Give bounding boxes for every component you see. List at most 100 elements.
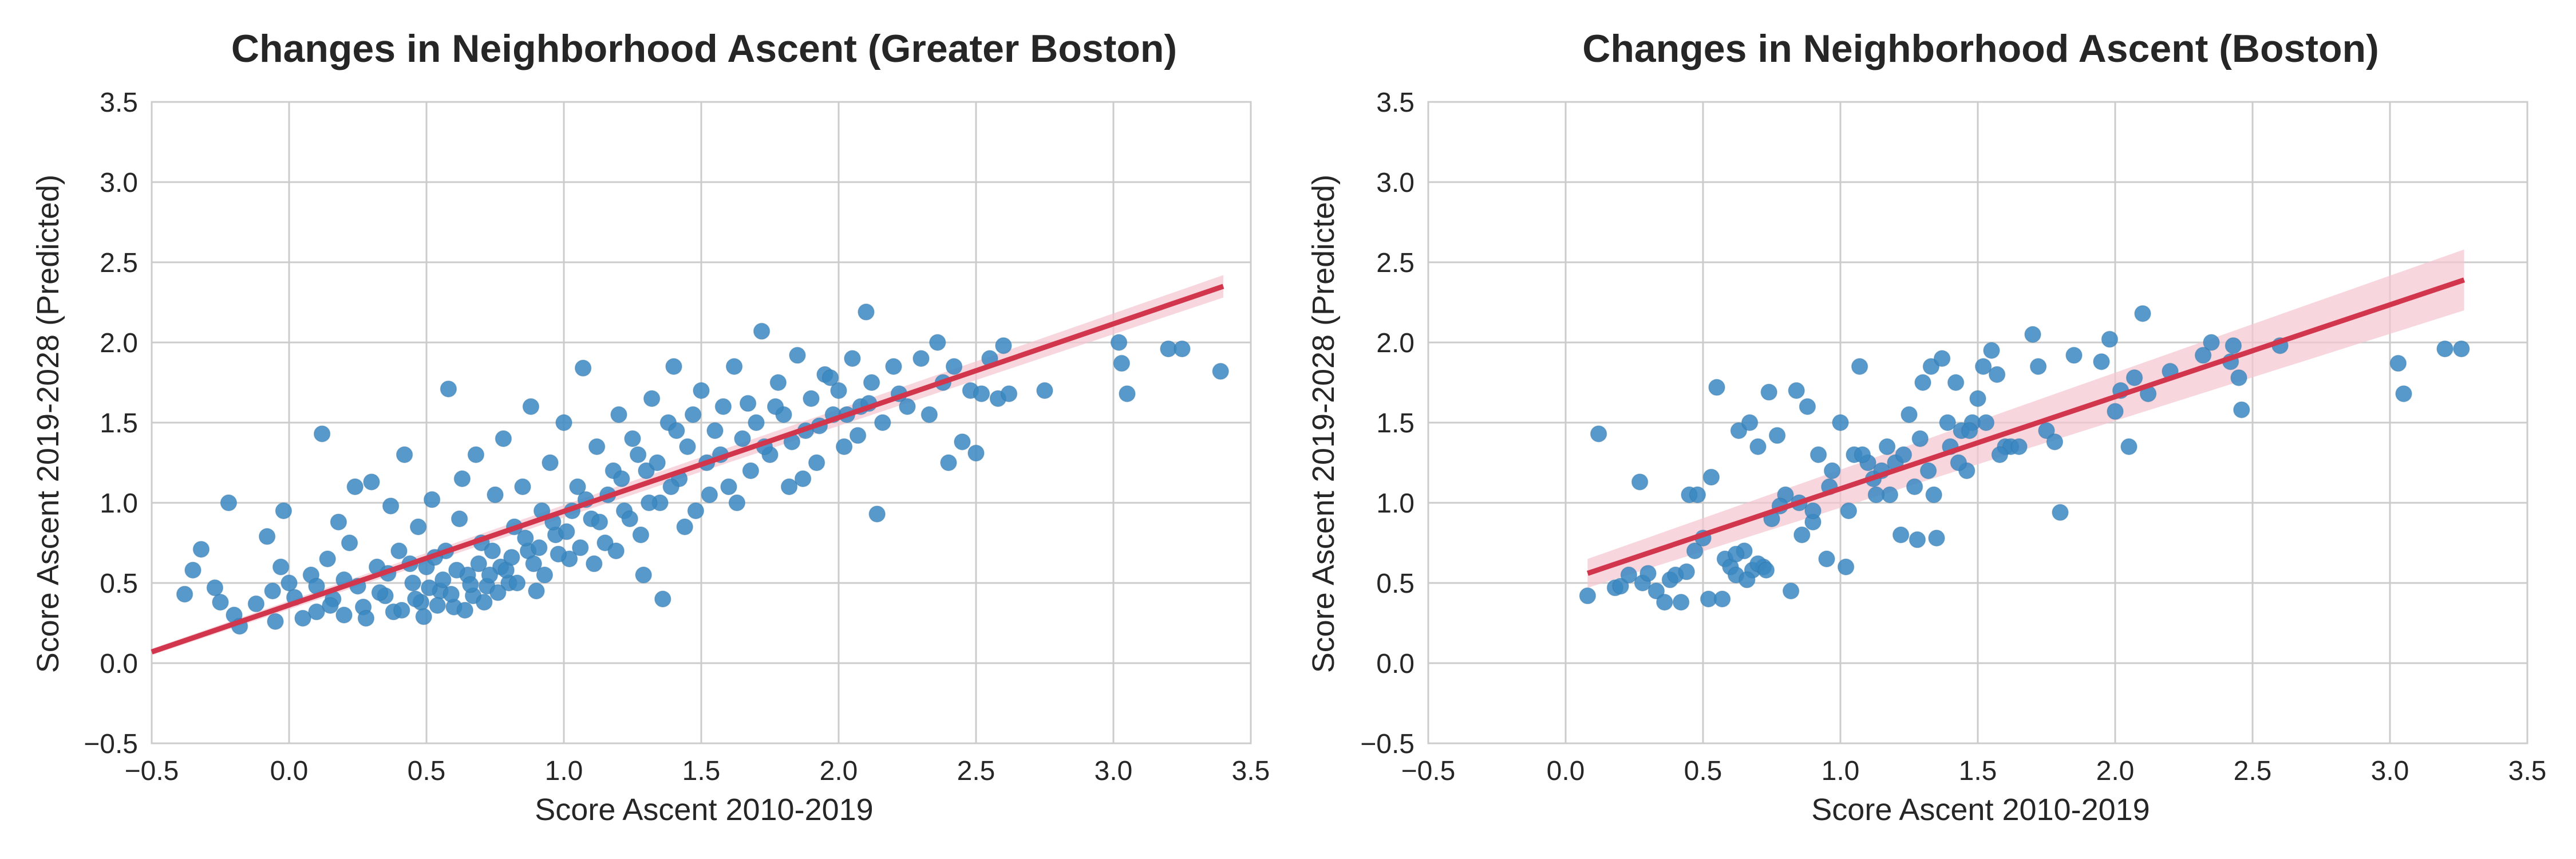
scatter-point <box>1678 563 1695 581</box>
scatter-point <box>569 478 586 495</box>
scatter-point <box>258 528 276 545</box>
scatter-point <box>1818 550 1835 568</box>
regression-fit-line <box>1586 277 2466 576</box>
scatter-point <box>1590 425 1607 443</box>
scatter-point <box>330 513 347 531</box>
scatter-point <box>1961 422 1978 439</box>
scatter-point <box>1837 558 1855 576</box>
scatter-point <box>780 478 798 495</box>
scatter-point <box>453 470 471 487</box>
scatter-point <box>2203 334 2220 351</box>
scatter-point <box>1119 385 1136 403</box>
scatter-point <box>1983 342 2000 359</box>
x-tick-label: 1.5 <box>682 756 721 786</box>
scatter-point <box>357 609 375 627</box>
scatter-point <box>662 478 679 495</box>
scatter-point <box>643 390 661 407</box>
scatter-point <box>558 523 575 541</box>
scatter-point <box>995 337 1012 354</box>
tick-labels: −0.5 0.0 0.5 1.0 1.5 2.0 2.5 3.0 3.5 −0.5 0.0 0.5 1.… <box>1360 88 2546 786</box>
scatter-point <box>1631 473 1649 491</box>
scatter-point <box>1804 502 1822 519</box>
scatter-point <box>2107 403 2124 420</box>
scatter-point <box>753 322 771 340</box>
scatter-point <box>2120 438 2138 455</box>
scatter-point <box>341 534 358 551</box>
regression-fit-line <box>151 283 1224 655</box>
scatter-point <box>184 561 202 579</box>
scatter-point <box>945 358 963 375</box>
scatter-point <box>294 609 311 627</box>
y-axis-label: Score Ascent 2019-2028 (Predicted) <box>1306 175 1341 673</box>
y-tick-label: 1.0 <box>1376 488 1415 519</box>
chart-greater-boston: Changes in Neighborhood Ascent (Greater … <box>31 27 1270 827</box>
scatter-point <box>2052 504 2069 521</box>
scatter-point <box>2065 346 2083 364</box>
scatter-point <box>1939 414 1956 431</box>
plot-frame <box>1427 101 2528 744</box>
scatter-point <box>1799 398 1816 415</box>
scatter-point <box>1809 446 1827 463</box>
scatter-point <box>275 502 293 519</box>
x-tick-label: 3.0 <box>2371 756 2409 786</box>
scatter-point <box>654 590 671 608</box>
scatter-point <box>1702 468 1720 486</box>
scatter-point <box>2233 401 2250 419</box>
scatter-point <box>739 395 757 412</box>
confidence-band-area <box>1587 249 2464 588</box>
scatter-point <box>734 430 751 447</box>
chart-boston: Changes in Neighborhood Ascent (Boston) … <box>1306 27 2546 827</box>
scatter-point <box>1969 390 1986 407</box>
scatter-point <box>1867 486 1885 503</box>
scatter-point <box>638 462 655 479</box>
scatter-point <box>528 582 545 600</box>
scatter-point <box>967 444 985 462</box>
scatter-point <box>1110 334 1128 351</box>
scatter-point <box>649 454 666 471</box>
scatter-point <box>1672 593 1690 611</box>
scatter-point <box>679 438 696 455</box>
regression-line <box>1586 277 2466 576</box>
y-tick-label: 2.0 <box>1376 328 1415 358</box>
scatter-point <box>1739 571 1756 589</box>
scatter-point <box>2029 358 2047 375</box>
y-tick-label: 1.5 <box>1376 408 1415 439</box>
scatter-point <box>1947 374 1965 391</box>
scatter-point <box>1878 438 1896 455</box>
scatter-point <box>1840 502 1858 519</box>
scatter-point <box>2134 305 2151 322</box>
y-tick-label: 1.5 <box>100 408 138 439</box>
scatter-point <box>2038 422 2055 439</box>
scatter-point <box>1639 565 1657 582</box>
scatter-point <box>2389 354 2407 372</box>
scatter-point <box>973 385 990 403</box>
scatter-point <box>769 374 787 391</box>
scatter-point <box>2436 340 2453 357</box>
scatter-point <box>1832 414 1849 431</box>
scatter-point <box>415 608 432 625</box>
scatter-points <box>1579 305 2470 611</box>
scatter-point <box>2194 346 2212 364</box>
x-tick-label: 1.5 <box>1959 756 1997 786</box>
scatter-point <box>434 571 452 589</box>
confidence-band <box>1587 249 2464 588</box>
scatter-point <box>1854 446 1871 463</box>
scatter-point <box>462 576 479 593</box>
scatter-point <box>1895 446 1913 463</box>
scatter-point <box>684 406 702 423</box>
scatter-point <box>607 542 625 559</box>
scatter-point <box>407 590 424 608</box>
y-tick-label: 0.5 <box>100 569 138 599</box>
scatter-point <box>1906 478 1923 495</box>
regression-line <box>151 283 1224 655</box>
chart-title: Changes in Neighborhood Ascent (Greater … <box>231 27 1177 70</box>
scatter-point <box>508 574 526 592</box>
scatter-point <box>610 406 627 423</box>
scatter-point <box>1914 374 1931 391</box>
scatter-point <box>1892 526 1910 543</box>
scatter-point <box>481 566 499 584</box>
scatter-point <box>1901 406 1918 423</box>
y-tick-label: 2.0 <box>100 328 138 358</box>
scatter-point <box>489 584 507 601</box>
x-tick-label: 3.5 <box>2508 756 2547 786</box>
